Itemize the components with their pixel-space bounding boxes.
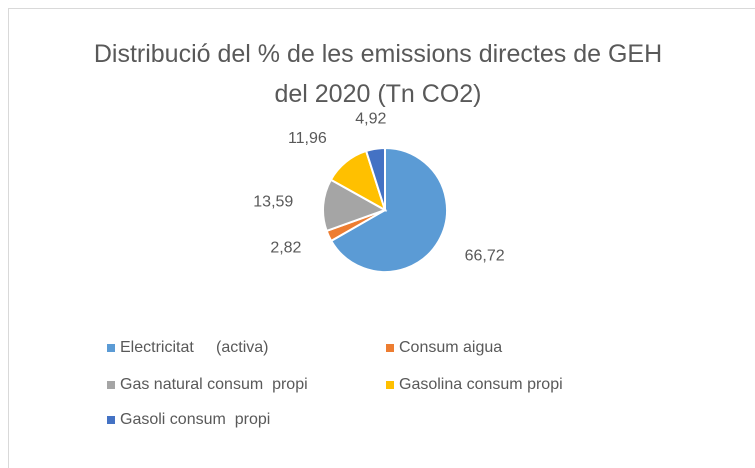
legend-marker — [386, 381, 394, 389]
data-label: 2,82 — [270, 240, 301, 257]
legend-marker — [107, 381, 115, 389]
data-label: 11,96 — [288, 130, 327, 147]
chart-title: Distribució del % de les emissions direc… — [93, 40, 663, 108]
chart-border — [8, 8, 755, 468]
legend-label: Gasolina consum propi — [399, 376, 563, 393]
legend-marker — [107, 344, 115, 352]
legend-label: Electricitat (activa) — [120, 339, 268, 356]
pie-slice — [329, 146, 448, 273]
data-label: 4,92 — [355, 110, 386, 127]
legend-marker — [107, 416, 115, 424]
pie-slice — [364, 146, 386, 211]
legend-label: Gas natural consum propi — [120, 376, 308, 393]
legend-marker — [386, 344, 394, 352]
pie-slice — [322, 178, 388, 233]
data-label: 13,59 — [253, 194, 293, 211]
legend-label: Consum aigua — [399, 339, 502, 356]
legend-label: Gasoli consum propi — [120, 411, 270, 428]
data-label: 66,72 — [465, 247, 505, 264]
